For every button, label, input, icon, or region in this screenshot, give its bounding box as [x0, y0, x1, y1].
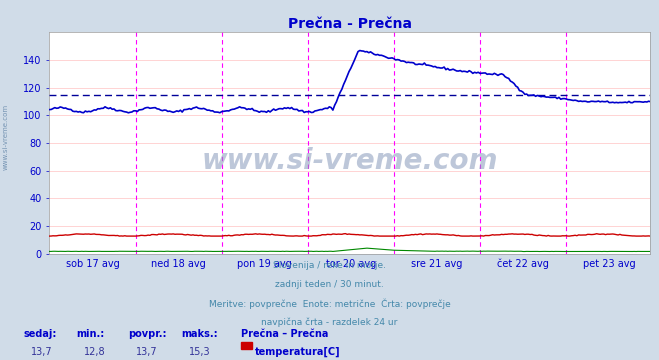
Text: Prečna – Prečna: Prečna – Prečna	[241, 329, 328, 339]
Text: 15,3: 15,3	[189, 347, 211, 357]
Text: 13,7: 13,7	[136, 347, 158, 357]
Title: Prečna - Prečna: Prečna - Prečna	[288, 17, 412, 31]
Text: povpr.:: povpr.:	[129, 329, 167, 339]
Text: Meritve: povprečne  Enote: metrične  Črta: povprečje: Meritve: povprečne Enote: metrične Črta:…	[209, 298, 450, 309]
Text: sedaj:: sedaj:	[23, 329, 57, 339]
Text: maks.:: maks.:	[181, 329, 218, 339]
Text: 12,8: 12,8	[84, 347, 105, 357]
Text: Slovenija / reke in morje.: Slovenija / reke in morje.	[273, 261, 386, 270]
Text: www.si-vreme.com: www.si-vreme.com	[2, 104, 9, 170]
Text: temperatura[C]: temperatura[C]	[255, 347, 341, 357]
Text: zadnji teden / 30 minut.: zadnji teden / 30 minut.	[275, 280, 384, 289]
Text: www.si-vreme.com: www.si-vreme.com	[202, 147, 498, 175]
Text: min.:: min.:	[76, 329, 104, 339]
Text: 13,7: 13,7	[31, 347, 53, 357]
Text: navpična črta - razdelek 24 ur: navpična črta - razdelek 24 ur	[262, 317, 397, 327]
